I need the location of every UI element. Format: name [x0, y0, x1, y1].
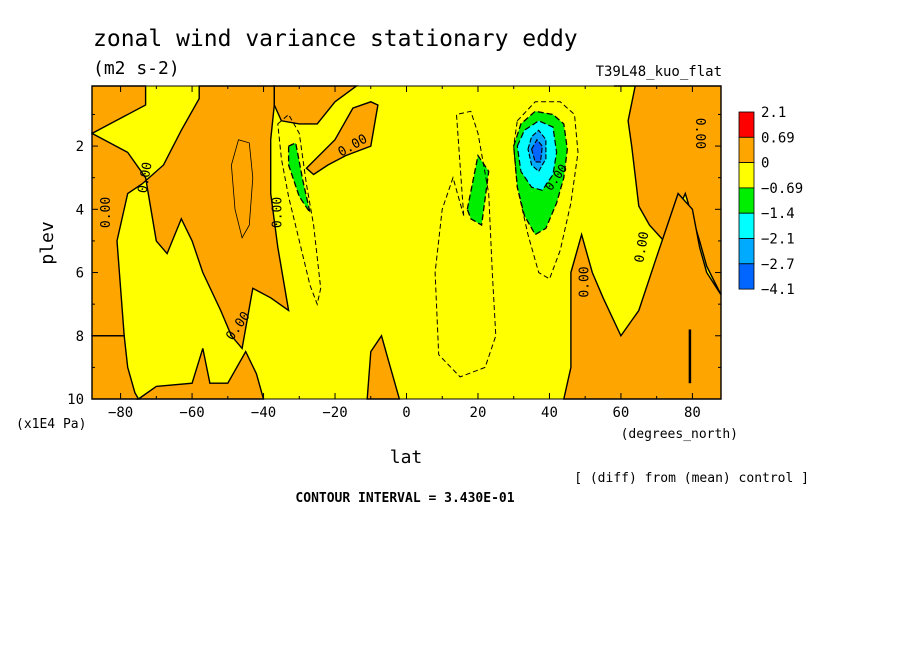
diff-note: [ (diff) from (mean) control ]	[574, 471, 809, 486]
legend-swatch	[738, 212, 755, 239]
legend-label: 0.69	[761, 130, 795, 146]
region-positive	[136, 348, 265, 400]
legend-swatch	[738, 263, 755, 290]
x-axis-label: lat	[390, 447, 423, 468]
y-tick-label: 10	[67, 392, 84, 408]
run-id-label: T39L48_kuo_flat	[596, 64, 722, 80]
contour-label: 0.00	[99, 197, 114, 228]
legend-swatch	[738, 162, 755, 189]
y-tick-label: 6	[76, 266, 84, 282]
x-tick-label: −60	[179, 405, 204, 421]
y-tick-label: 8	[76, 329, 84, 345]
x-tick-label: −20	[322, 405, 347, 421]
x-tick-label: 60	[613, 405, 630, 421]
filled-regions	[91, 85, 722, 400]
x-tick-label: 20	[470, 405, 487, 421]
legend-label: 2.1	[761, 105, 786, 121]
contour-negative	[513, 101, 579, 280]
contour-label: 0.00	[270, 197, 285, 228]
chart-title: zonal wind variance stationary eddy	[93, 26, 578, 52]
contour-negative	[277, 113, 322, 306]
y-units-label: (x1E4 Pa)	[16, 417, 86, 432]
x-axis: −80 −60 −40 −20 0 20 40 60 80	[108, 86, 701, 421]
legend-swatch	[738, 238, 755, 265]
contour-negative	[434, 110, 497, 378]
contour-positive	[230, 139, 254, 239]
contour-label: 0.00	[578, 266, 593, 297]
legend-label: −0.69	[761, 181, 803, 197]
legend-label: −2.7	[761, 257, 795, 273]
y-axis: 2 4 6 8 10	[67, 113, 721, 408]
color-legend: 2.1 0.69 0 −0.69 −1.4 −2.1 −2.7 −4.1	[738, 105, 803, 298]
x-tick-label: −80	[108, 405, 133, 421]
x-tick-label: 0	[402, 405, 410, 421]
region-negative-blue	[531, 138, 543, 163]
legend-label: −2.1	[761, 232, 795, 248]
contour-interval-label: CONTOUR INTERVAL = 3.430E-01	[295, 491, 514, 506]
region-negative-green	[466, 153, 490, 227]
x-units-label: (degrees_north)	[621, 427, 738, 442]
contour-label: 0.00	[136, 161, 156, 194]
y-tick-label: 2	[76, 139, 84, 155]
legend-swatch	[738, 136, 755, 164]
contour-label: 0.00	[632, 231, 652, 264]
y-axis-label: plev	[37, 221, 58, 264]
region-negative-green	[287, 141, 311, 213]
legend-swatch	[738, 111, 755, 138]
plot-area: 0.000.000.000.000.000.000.000.000.00	[91, 85, 722, 400]
x-tick-label: 80	[684, 405, 701, 421]
x-tick-label: 40	[541, 405, 558, 421]
x-tick-label: −40	[251, 405, 276, 421]
contour-lines	[230, 101, 692, 384]
y-tick-label: 4	[76, 202, 84, 218]
legend-label: 0	[761, 156, 769, 172]
region-positive	[305, 101, 379, 176]
units-label: (m2 s-2)	[93, 58, 180, 79]
legend-label: −1.4	[761, 206, 795, 222]
legend-label: −4.1	[761, 282, 795, 298]
contour-label: 0.00	[692, 118, 707, 149]
region-positive	[91, 85, 290, 350]
legend-swatch	[738, 187, 755, 214]
